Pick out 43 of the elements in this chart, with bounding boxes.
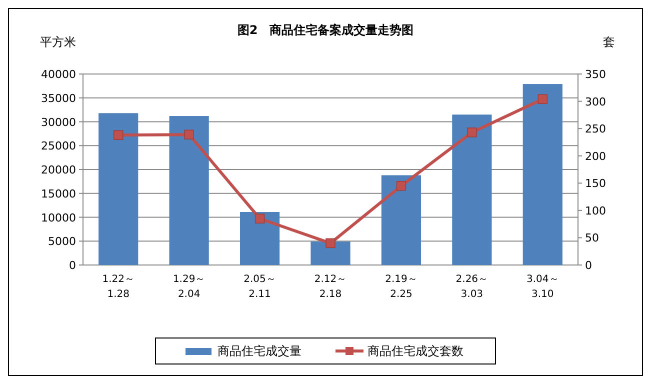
bar [98,113,138,265]
x-tick-label: 2.26～ 3.03 [456,274,488,300]
legend-label: 商品住宅成交套数 [368,344,464,358]
y2-tick-label: 300 [585,95,606,108]
bar [169,116,209,265]
y2-tick-label: 350 [585,68,606,81]
x-tick-label: 1.29～ 2.04 [172,274,206,300]
x-tick-label: 3.04～ 3.10 [526,274,559,300]
point [326,238,336,248]
y2-axis-title: 套 [603,35,615,49]
y2-tick-label: 50 [585,232,599,245]
y-tick-label: 10000 [41,211,76,224]
point [184,130,194,140]
y-tick-label: 15000 [41,187,76,200]
y2-tick-label: 200 [585,150,606,163]
chart-title: 图2 商品住宅备案成交量走势图 [237,23,414,37]
x-tick-label: 2.05～ 2.11 [244,274,276,300]
y2-tick-label: 100 [585,204,606,218]
point [113,130,124,140]
bar [452,114,492,265]
x-tick-label: 1.22～ 1.28 [102,274,134,300]
y-tick-label: 30000 [41,116,76,129]
bar [522,84,562,265]
x-tick-label: 2.19～ 2.25 [385,274,418,300]
y2-tick-label: 0 [585,259,592,272]
legend-label: 商品住宅成交量 [218,344,302,358]
bar [310,242,350,265]
point [396,180,406,191]
y-tick-label: 25000 [41,140,76,153]
y-tick-label: 40000 [41,68,76,81]
x-tick-label: 2.12～ 2.18 [314,274,347,300]
y2-tick-label: 250 [585,122,606,136]
y-tick-label: 0 [69,259,76,272]
bar [381,175,422,265]
bar [240,212,280,265]
y2-tick-label: 150 [585,177,606,190]
y-tick-label: 5000 [48,235,76,248]
y-axis-title: 平方米 [40,35,76,49]
point [254,214,265,224]
y-tick-label: 35000 [41,92,76,105]
point [467,127,477,138]
point [538,94,548,104]
y-tick-label: 20000 [41,164,76,176]
